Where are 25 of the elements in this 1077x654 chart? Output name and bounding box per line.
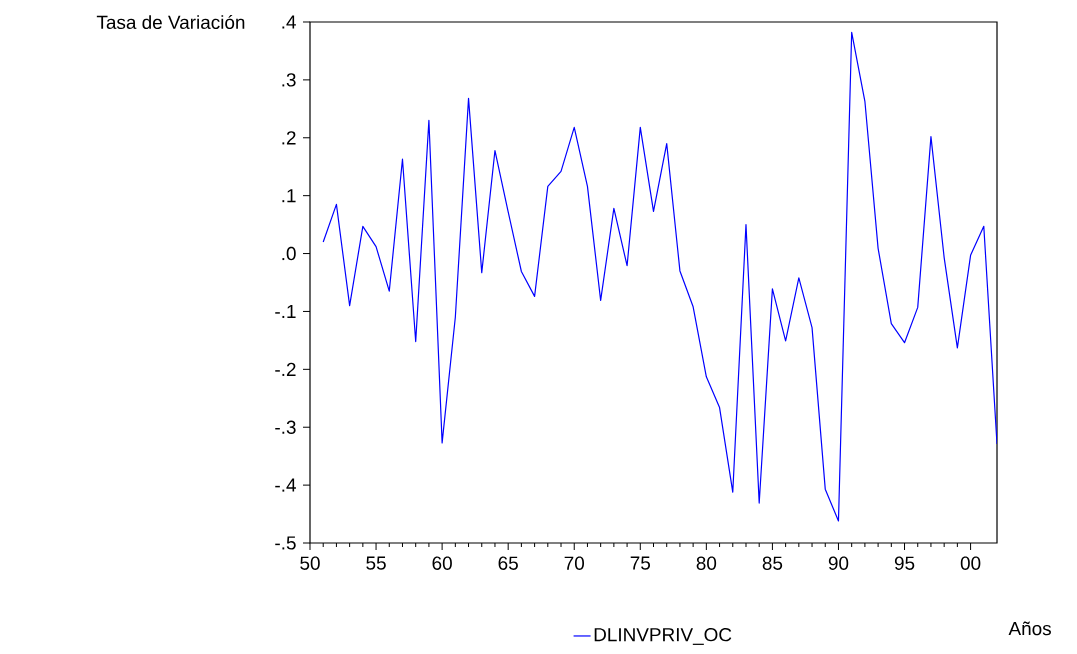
x-tick-label: 80 bbox=[696, 556, 717, 570]
x-tick-label: 70 bbox=[564, 556, 585, 570]
y-tick-label: .1 bbox=[282, 189, 296, 203]
x-tick-label: 60 bbox=[432, 556, 452, 570]
y-tick-label: -.1 bbox=[275, 304, 296, 318]
x-tick-label: 75 bbox=[630, 556, 651, 570]
x-tick-label: 55 bbox=[366, 556, 386, 570]
y-tick-label: .3 bbox=[282, 73, 296, 87]
x-tick-label: 85 bbox=[762, 556, 783, 570]
y-tick-label: -.4 bbox=[275, 478, 296, 492]
x-tick-label: 50 bbox=[300, 556, 320, 570]
x-tick-label: 95 bbox=[894, 556, 915, 570]
x-axis-title: Años bbox=[1008, 621, 1051, 636]
y-tick-label: -.3 bbox=[275, 420, 296, 434]
legend-label: DLINVPRIV_OC bbox=[594, 627, 732, 645]
y-axis-title: Tasa de Variación bbox=[96, 14, 245, 30]
x-tick-label: 65 bbox=[498, 556, 518, 570]
x-tick-label: 90 bbox=[828, 556, 849, 570]
y-tick-label: .2 bbox=[282, 131, 296, 145]
x-tick-label: 00 bbox=[960, 556, 981, 570]
y-tick-label: .0 bbox=[282, 246, 296, 261]
y-tick-label: .4 bbox=[282, 15, 296, 29]
line-series bbox=[322, 31, 997, 522]
y-tick-label: -.2 bbox=[275, 362, 296, 376]
y-tick-label: -.5 bbox=[275, 536, 296, 550]
